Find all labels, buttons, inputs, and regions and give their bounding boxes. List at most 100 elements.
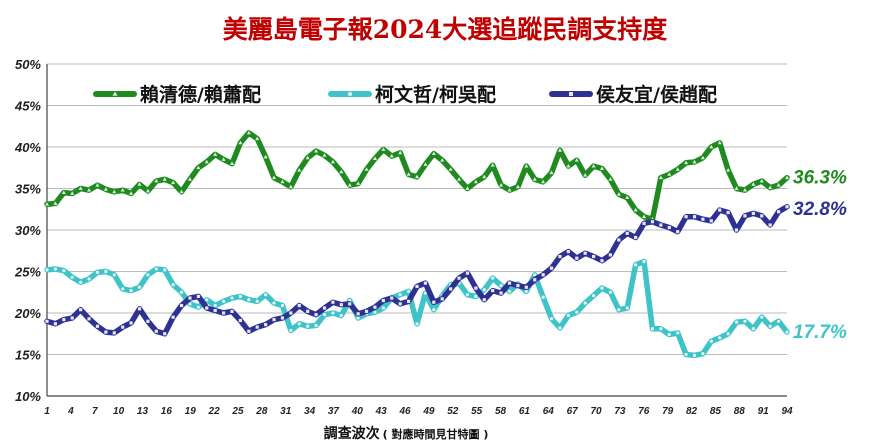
data-point: [305, 155, 310, 160]
x-axis-label-main: 調查波次: [324, 425, 380, 442]
data-point: [659, 223, 663, 227]
data-point: [507, 281, 512, 285]
y-tick-label: 10%: [15, 389, 41, 404]
data-point: [659, 327, 663, 331]
data-point: [650, 220, 655, 224]
data-point: [423, 162, 428, 166]
data-point: [347, 182, 352, 187]
data-point: [667, 172, 672, 176]
data-point: [558, 254, 562, 259]
data-point: [634, 263, 638, 267]
data-point: [785, 175, 789, 180]
x-tick-label: 22: [208, 406, 221, 417]
data-point: [776, 319, 781, 323]
data-point: [179, 290, 184, 294]
end-labels: 36.3% 17.7% 32.8%: [793, 168, 847, 343]
data-point: [196, 305, 200, 309]
legend-marker: [569, 92, 573, 96]
series-3: [44, 204, 790, 337]
data-point: [381, 306, 385, 310]
y-tick-label: 50%: [15, 57, 41, 72]
x-tick-label: 49: [422, 406, 435, 417]
data-point: [616, 192, 621, 196]
end-label: 36.3%: [793, 168, 847, 189]
data-point: [314, 148, 319, 153]
data-point: [507, 289, 512, 294]
data-point: [625, 231, 629, 235]
data-point: [717, 140, 722, 145]
data-point: [684, 352, 688, 357]
data-point: [768, 185, 773, 190]
data-point: [751, 182, 756, 186]
data-point: [751, 327, 755, 331]
data-point: [718, 208, 722, 212]
end-label: 17.7%: [793, 322, 847, 343]
y-axis: 10% 15% 20% 25% 30% 35% 40% 45% 50%: [14, 57, 48, 404]
data-point: [532, 177, 537, 181]
data-point: [507, 187, 512, 192]
data-point: [255, 299, 259, 303]
data-point: [263, 154, 268, 159]
data-point: [162, 177, 167, 181]
x-tick-label: 16: [161, 406, 173, 417]
data-point: [608, 290, 613, 294]
data-point: [423, 281, 428, 285]
end-label: 32.8%: [793, 199, 847, 220]
data-point: [474, 294, 478, 298]
data-point: [70, 316, 74, 320]
data-point: [205, 298, 209, 302]
data-point: [684, 160, 689, 165]
data-point: [474, 286, 478, 290]
data-point: [658, 175, 663, 180]
data-point: [541, 273, 545, 277]
data-point: [280, 179, 285, 184]
x-tick-label: 94: [781, 406, 793, 417]
data-point: [62, 269, 66, 273]
data-point: [364, 167, 369, 171]
data-point: [255, 325, 259, 329]
x-tick-label: 34: [304, 406, 316, 417]
data-point: [566, 313, 570, 318]
x-axis-label-note: ( 對應時間見甘特圖 ): [383, 427, 489, 441]
data-point: [634, 235, 638, 240]
data-point: [79, 280, 83, 284]
data-point: [676, 331, 680, 335]
data-point: [726, 210, 730, 215]
data-point: [297, 168, 302, 172]
data-point: [255, 136, 260, 141]
data-point: [701, 217, 705, 221]
legend-entry: 賴清德/賴蕭配: [93, 83, 261, 106]
data-point: [625, 195, 630, 200]
y-tick-label: 45%: [14, 99, 41, 114]
x-axis-label: 調查波次( 對應時間見甘特圖 ): [324, 425, 489, 442]
data-point: [759, 178, 764, 183]
data-point: [230, 296, 234, 300]
data-point: [734, 186, 739, 190]
data-point: [45, 202, 49, 206]
data-point: [549, 317, 554, 321]
data-point: [45, 319, 49, 323]
data-point: [549, 266, 554, 270]
data-point: [381, 298, 385, 303]
data-point: [457, 276, 461, 280]
data-point: [524, 163, 529, 168]
data-point: [642, 221, 646, 225]
data-point: [457, 177, 462, 181]
legend: 賴清德/賴蕭配 柯文哲/柯吳配 侯友宜/侯趙配: [93, 83, 717, 106]
series-lines: [44, 130, 790, 359]
data-point: [121, 287, 125, 291]
y-tick-label: 20%: [14, 306, 41, 321]
x-tick-label: 52: [447, 406, 459, 417]
series-1: [44, 130, 790, 222]
data-point: [137, 285, 142, 289]
data-point: [322, 153, 327, 157]
data-point: [196, 294, 200, 298]
data-point: [415, 284, 419, 289]
data-point: [356, 181, 361, 185]
data-point: [768, 324, 772, 328]
x-tick-label: 58: [495, 406, 507, 417]
x-tick-label: 46: [399, 406, 412, 417]
data-point: [591, 163, 596, 168]
data-point: [499, 291, 503, 295]
data-point: [297, 303, 301, 308]
